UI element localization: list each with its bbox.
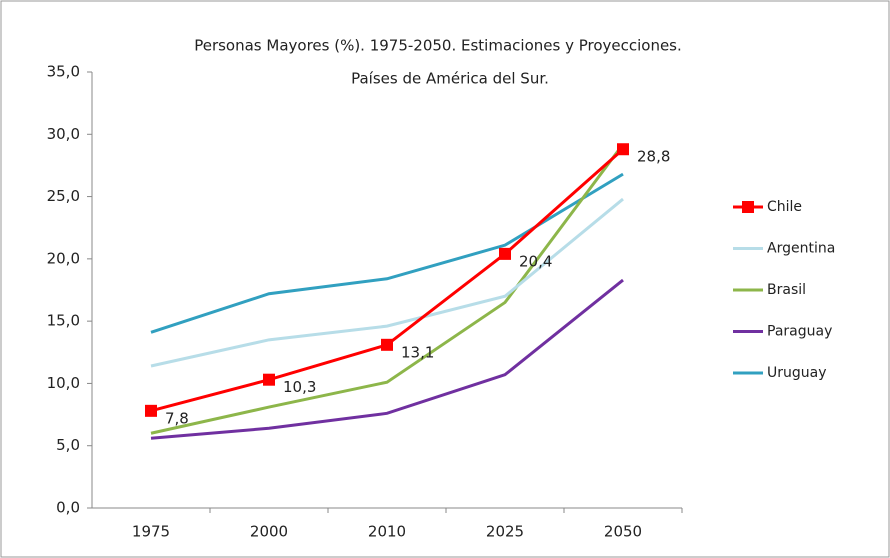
point-marker [145,404,157,417]
y-tick-label: 25,0 [47,187,80,205]
data-label: 13,1 [401,343,434,361]
x-tick-label: 1975 [132,523,170,541]
y-tick-label: 20,0 [47,249,80,267]
legend-label: Chile [767,199,802,215]
chart-title-line2: Países de América del Sur. [351,70,549,88]
legend-label: Uruguay [767,365,827,381]
x-tick-label: 2010 [368,523,406,541]
series-line [150,278,624,440]
y-tick-label: 15,0 [47,312,80,330]
x-tick-label: 2025 [486,523,524,541]
x-tick-label: 2050 [604,523,642,541]
point-marker [263,373,275,386]
x-tick-label: 2000 [250,523,288,541]
series-line [150,143,625,435]
legend-label: Paraguay [767,324,832,340]
y-tick-label: 35,0 [47,63,80,81]
data-label: 7,8 [165,409,189,427]
point-marker [381,338,393,351]
data-label: 20,4 [519,252,552,270]
chart-title: Personas Mayores (%). 1975-2050. Estimac… [194,37,682,55]
data-label: 28,8 [637,148,670,166]
data-label: 10,3 [283,378,316,396]
legend-marker [742,201,754,213]
y-tick-label: 0,0 [56,499,80,517]
point-marker [499,247,511,260]
series-line [150,197,624,368]
y-tick-label: 10,0 [47,374,80,392]
point-marker [617,143,629,156]
legend-label: Argentina [767,241,835,257]
y-tick-label: 5,0 [56,436,80,454]
series-line [150,172,624,334]
y-tick-label: 30,0 [47,125,80,143]
legend-label: Brasil [767,282,806,298]
